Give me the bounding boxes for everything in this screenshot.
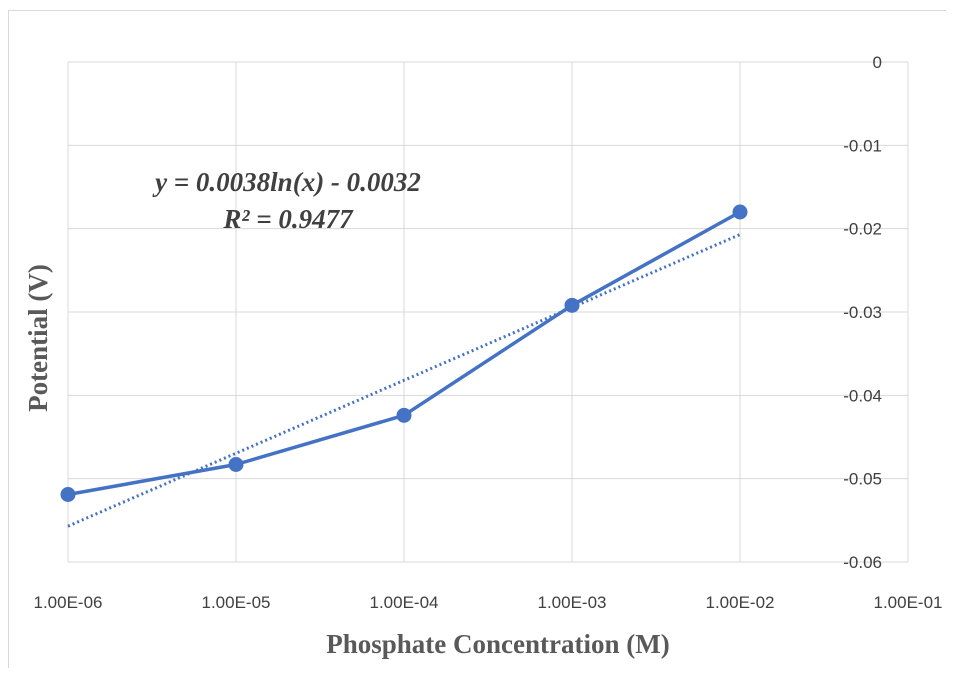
y-tick-label: -0.06 bbox=[843, 553, 882, 572]
trendline bbox=[67, 233, 741, 528]
data-point bbox=[60, 487, 76, 502]
data-point bbox=[732, 204, 748, 220]
x-tick-label: 1.00E-02 bbox=[706, 593, 775, 612]
x-tick-label: 1.00E-05 bbox=[202, 593, 271, 612]
data-point bbox=[396, 407, 412, 423]
trendline-r-squared: R² = 0.9477 bbox=[222, 204, 354, 234]
y-tick-label: -0.04 bbox=[843, 386, 882, 405]
trendline-equation: y = 0.0038ln(x) - 0.0032 bbox=[152, 167, 421, 197]
data-point bbox=[228, 457, 244, 472]
series-layer bbox=[60, 204, 748, 502]
y-tick-label: -0.02 bbox=[843, 220, 882, 239]
y-tick-label: -0.01 bbox=[843, 136, 882, 155]
grid-lines bbox=[67, 61, 909, 563]
data-point bbox=[564, 297, 580, 313]
x-tick-label: 1.00E-01 bbox=[874, 593, 943, 612]
x-tick-label: 1.00E-03 bbox=[538, 593, 607, 612]
tick-labels: 1.00E-06 1.00E-05 1.00E-04 1.00E-03 1.00E-02… bbox=[34, 53, 943, 612]
x-tick-label: 1.00E-04 bbox=[370, 593, 439, 612]
y-axis-title: Potential (V) bbox=[23, 264, 53, 412]
y-tick-label: -0.03 bbox=[843, 303, 882, 322]
x-tick-label: 1.00E-06 bbox=[34, 593, 103, 612]
x-axis-title: Phosphate Concentration (M) bbox=[326, 629, 669, 659]
trendline-layer bbox=[67, 233, 741, 528]
y-tick-label: 0 bbox=[873, 53, 882, 72]
chart-frame bbox=[8, 10, 946, 668]
y-tick-label: -0.05 bbox=[843, 470, 882, 489]
